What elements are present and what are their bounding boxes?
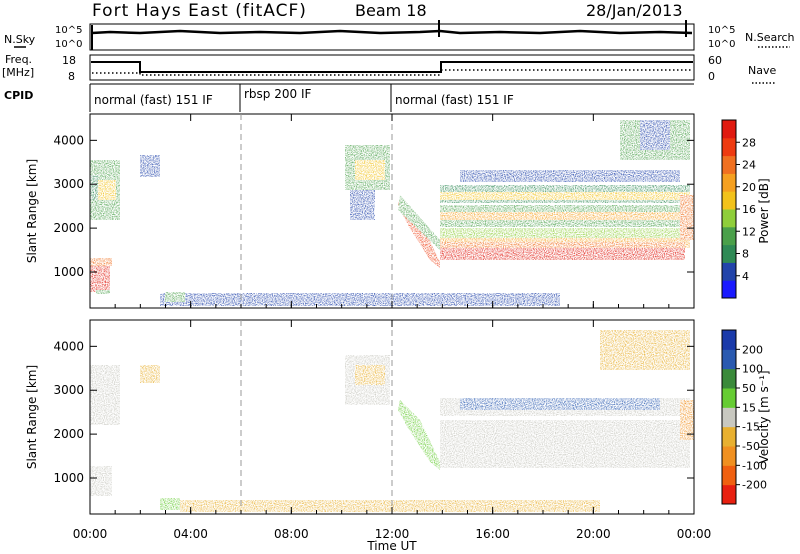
nave-trace xyxy=(92,69,692,76)
nave-label: Nave xyxy=(748,64,776,77)
cpid-segment-3: normal (fast) 151 IF xyxy=(395,93,514,107)
colorbar-swatch xyxy=(722,368,736,389)
cpid-segment-1: normal (fast) 151 IF xyxy=(94,93,213,107)
colorbar-tick-label: 12 xyxy=(742,225,756,238)
date-title: 28/Jan/2013 xyxy=(586,1,683,20)
freq-tick-lo: 8 xyxy=(68,70,75,83)
colorbar-swatch xyxy=(722,388,736,408)
beam-title: Beam 18 xyxy=(355,1,427,20)
colorbar-tick-label: 100 xyxy=(742,363,763,376)
colorbar-tick-label: 8 xyxy=(742,248,749,261)
xtick-label: 08:00 xyxy=(274,527,309,541)
colorbar-swatch xyxy=(722,484,736,505)
colorbar-swatch xyxy=(722,262,736,281)
colorbar-swatch xyxy=(722,349,736,370)
colorbar-tick-label: -100 xyxy=(742,459,767,472)
colorbar-swatch xyxy=(722,173,736,192)
freq-panel: Freq. [MHz] 18 8 60 0 Nave xyxy=(2,53,776,84)
nsky-tick-lo: 10^0 xyxy=(55,39,82,50)
nsearch-tick-lo: 10^0 xyxy=(708,39,735,50)
xtick-label: 04:00 xyxy=(173,527,208,541)
colorbar-tick-label: -200 xyxy=(742,479,767,492)
xtick-label: 12:00 xyxy=(375,527,410,541)
colorbar-tick-label: 15 xyxy=(742,401,756,414)
nave-tick-lo: 0 xyxy=(708,70,715,83)
ytick-label: 3000 xyxy=(53,177,84,191)
colorbar-swatch xyxy=(722,226,736,246)
ytick-label: 1000 xyxy=(53,471,84,485)
colorbar-tick-label: 200 xyxy=(742,343,763,356)
colorbar-tick-label: -50 xyxy=(742,440,760,453)
xtick-label: 00:00 xyxy=(73,527,108,541)
colorbar-tick-label: -15 xyxy=(742,421,760,434)
power-panel: 1000 2000 3000 4000 Slant Range [km] xyxy=(25,113,695,309)
cpid-strip: CPID normal (fast) 151 IF rbsp 200 IF no… xyxy=(4,83,694,112)
nsky-label: N.Sky xyxy=(4,33,36,46)
freq-trace xyxy=(91,61,693,73)
freq-unit: [MHz] xyxy=(2,66,34,79)
colorbar-tick-label: 50 xyxy=(742,382,756,395)
ytick-label: 1000 xyxy=(53,265,84,279)
colorbar-swatch xyxy=(722,155,736,174)
xtick-label: 00:00 xyxy=(677,527,712,541)
cpid-segment-2: rbsp 200 IF xyxy=(244,87,311,101)
colorbar-tick-label: 4 xyxy=(742,270,749,283)
nave-tick-hi: 60 xyxy=(708,54,722,67)
nsearch-label: N.Search xyxy=(745,31,795,44)
colorbar-tick-label: 24 xyxy=(742,159,756,172)
xtick-label: 20:00 xyxy=(576,527,611,541)
ytick-label: 3000 xyxy=(53,383,84,397)
time-axis-label: Time UT xyxy=(366,539,417,553)
power-colorbar-label: Power [dB] xyxy=(757,178,771,243)
colorbar-swatch xyxy=(722,330,736,350)
power-echoes xyxy=(90,120,694,306)
colorbar-tick-label: 28 xyxy=(742,136,756,149)
colorbar-swatch xyxy=(722,209,736,228)
power-ylabel: Slant Range [km] xyxy=(25,159,39,263)
colorbar-tick-label: 20 xyxy=(742,181,756,194)
nsearch-tick-hi: 10^5 xyxy=(708,25,735,36)
cpid-label: CPID xyxy=(4,89,33,102)
velocity-colorbar-label: Velocity [m s⁻¹] xyxy=(757,370,771,463)
ytick-label: 4000 xyxy=(53,133,84,147)
freq-label: Freq. xyxy=(5,53,32,66)
power-y-axis: 1000 2000 3000 4000 xyxy=(53,133,694,279)
colorbar-swatch xyxy=(722,465,736,486)
colorbar-tick-label: 16 xyxy=(742,203,756,216)
xtick-label: 16:00 xyxy=(475,527,510,541)
velocity-colorbar: -200 -100 -50 -15 15 50 100 200 xyxy=(721,329,767,505)
ytick-label: 2000 xyxy=(53,427,84,441)
ytick-label: 2000 xyxy=(53,221,84,235)
colorbar-swatch xyxy=(722,280,736,299)
colorbar-swatch xyxy=(722,407,736,428)
colorbar-swatch xyxy=(722,446,736,466)
nsky-trace xyxy=(91,29,693,35)
ytick-label: 4000 xyxy=(53,339,84,353)
velocity-ylabel: Slant Range [km] xyxy=(25,365,39,469)
nsky-panel: N.Sky 10^5 10^0 N.Search 10^5 10^0 xyxy=(4,20,795,51)
colorbar-swatch xyxy=(722,244,736,263)
cpid-guides xyxy=(240,114,393,514)
freq-tick-hi: 18 xyxy=(62,54,76,67)
power-colorbar: 4 8 12 16 20 24 28 xyxy=(721,119,756,299)
station-title: Fort Hays East (fitACF) xyxy=(92,1,307,21)
colorbar-swatch xyxy=(722,137,736,157)
velocity-echoes xyxy=(90,330,694,512)
colorbar-swatch xyxy=(722,120,736,139)
colorbar-frame xyxy=(721,329,737,505)
nsky-tick-hi: 10^5 xyxy=(55,25,82,36)
colorbar-swatch xyxy=(722,426,736,447)
velocity-panel: 1000 2000 3000 4000 Slant Range [km] xyxy=(25,319,695,515)
colorbar-swatch xyxy=(722,191,736,210)
time-axis: 00:00 04:00 08:00 12:00 16:00 20:00 00:00 xyxy=(73,114,712,541)
velocity-y-axis: 1000 2000 3000 4000 xyxy=(53,339,694,485)
